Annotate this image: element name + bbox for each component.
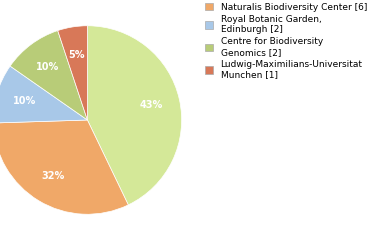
- Wedge shape: [0, 120, 128, 214]
- Wedge shape: [0, 66, 87, 123]
- Legend: Mined from GenBank, NCBI [8], Naturalis Biodiversity Center [6], Royal Botanic G: Mined from GenBank, NCBI [8], Naturalis …: [205, 0, 367, 79]
- Text: 43%: 43%: [140, 100, 163, 110]
- Wedge shape: [10, 30, 87, 120]
- Text: 10%: 10%: [36, 62, 60, 72]
- Wedge shape: [87, 26, 182, 205]
- Text: 32%: 32%: [41, 171, 65, 181]
- Wedge shape: [58, 26, 87, 120]
- Text: 10%: 10%: [13, 96, 36, 106]
- Text: 5%: 5%: [69, 50, 85, 60]
